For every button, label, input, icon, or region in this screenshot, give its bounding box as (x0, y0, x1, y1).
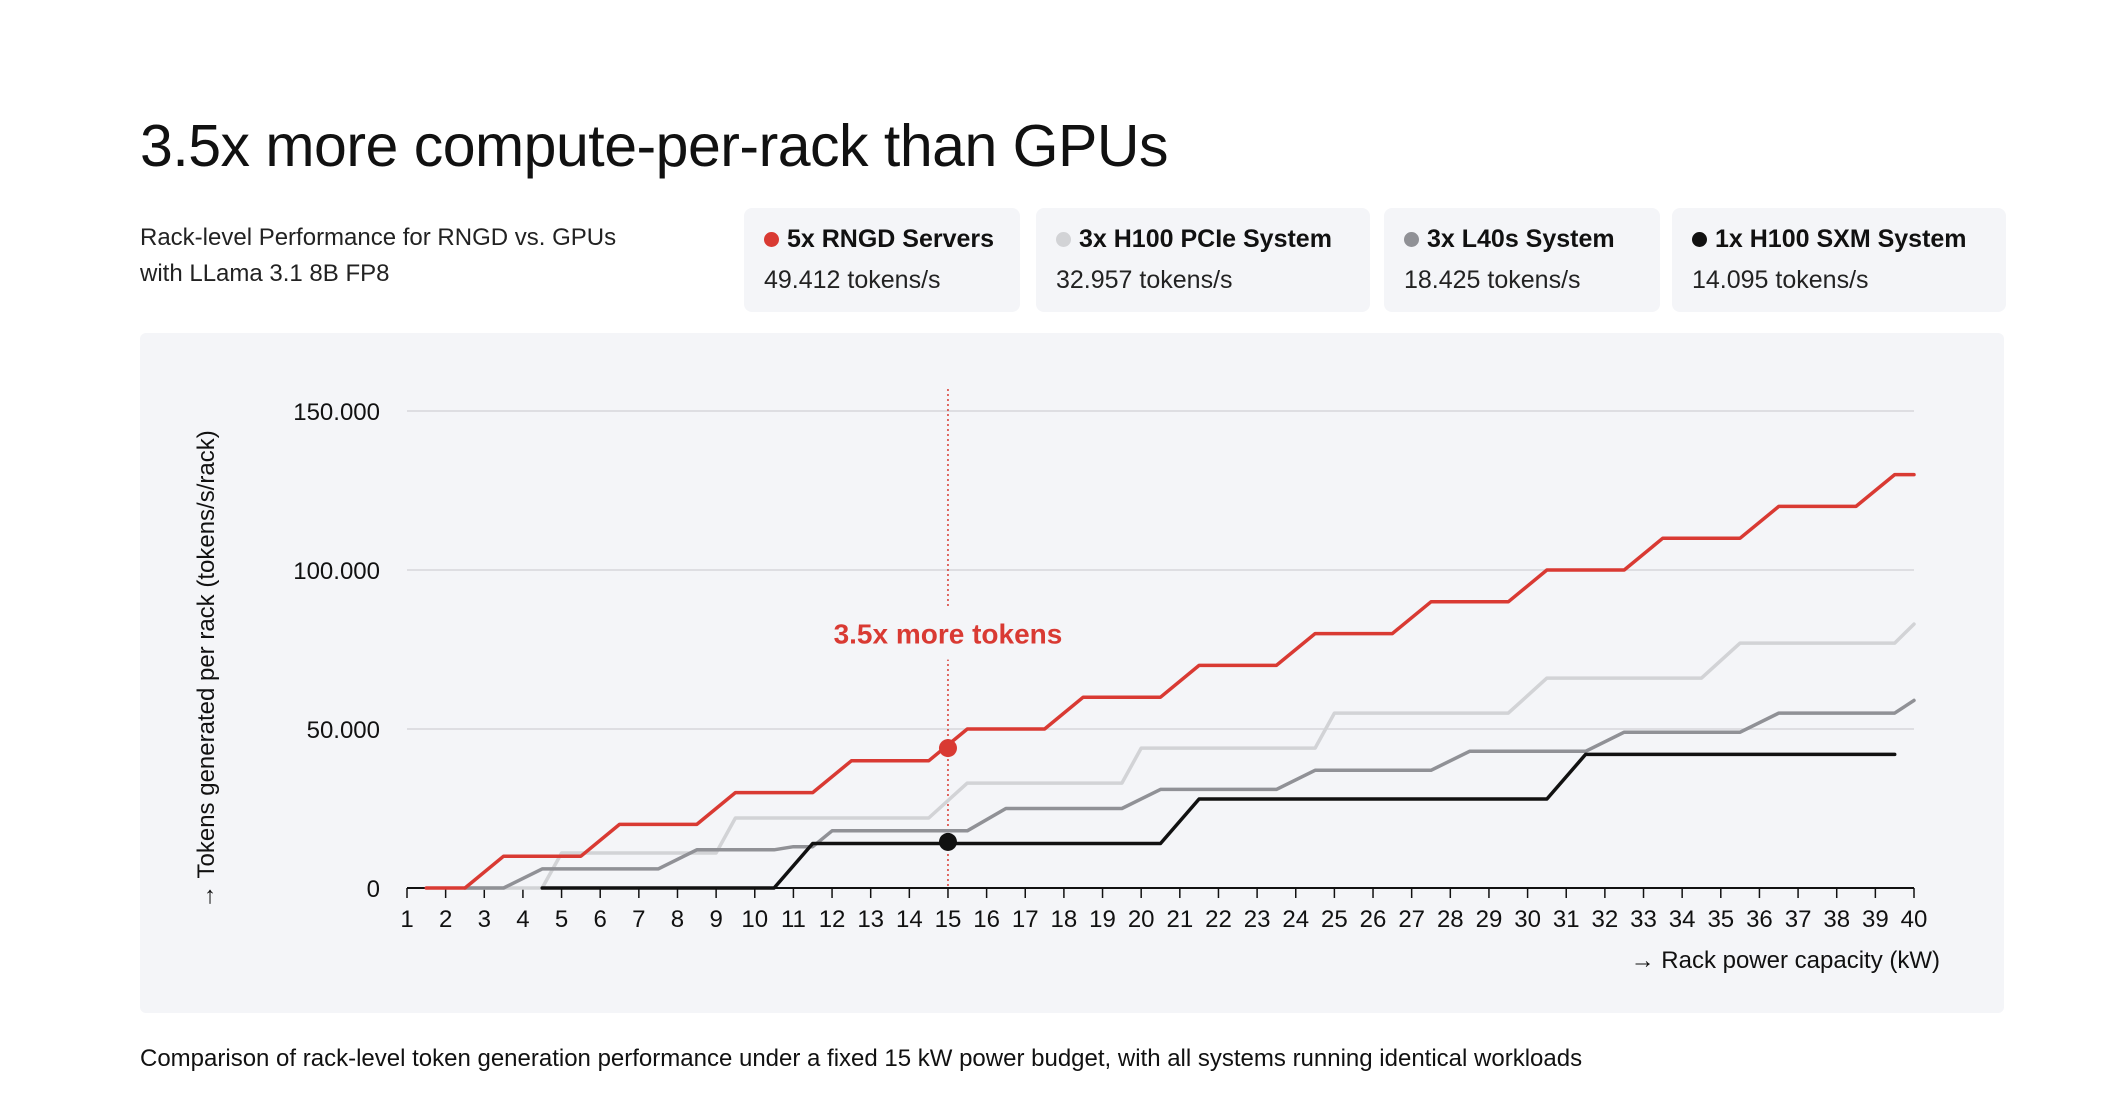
legend-value: 14.095 tokens/s (1692, 266, 1869, 294)
chart-panel: 0 50.000 100.000 150.000 1 2 3 4 5 6 7 8 9 10 11 12 13 1… (140, 333, 2004, 1013)
x-tick-label: 19 (1089, 906, 1116, 933)
x-tick-label: 34 (1669, 906, 1696, 933)
x-tick-label: 16 (973, 906, 1000, 933)
x-tick-label: 32 (1592, 906, 1619, 933)
legend-name: 1x H100 SXM System (1715, 225, 1967, 253)
x-tick-label: 27 (1398, 906, 1425, 933)
gridlines (407, 410, 1914, 730)
x-tick-label: 2 (439, 906, 452, 933)
legend-card-l40s: 3x L40s System 18.425 tokens/s (1384, 208, 1660, 312)
legend-dot-icon (1404, 232, 1419, 247)
legend-dot-icon (764, 232, 779, 247)
x-tick-label: 6 (594, 906, 607, 933)
legend-value: 32.957 tokens/s (1056, 266, 1233, 294)
x-tick-label: 25 (1321, 906, 1348, 933)
y-axis-ticks: 0 50.000 100.000 150.000 (293, 399, 380, 903)
x-tick-label: 5 (555, 906, 568, 933)
x-tick-label: 13 (857, 906, 884, 933)
series-line-3x-l40s-system (463, 698, 1916, 890)
legend-value: 49.412 tokens/s (764, 266, 941, 294)
x-axis-label: → Rack power capacity (kW) (1631, 947, 1940, 974)
legend-value: 18.425 tokens/s (1404, 266, 1581, 294)
series-markers (938, 739, 957, 851)
legend-card-rngd: 5x RNGD Servers 49.412 tokens/s (744, 208, 1020, 312)
x-tick-label: 7 (632, 906, 645, 933)
y-axis-label: → Tokens generated per rack (tokens/s/ra… (193, 430, 220, 908)
x-tick-label: 36 (1746, 906, 1773, 933)
chart-caption: Comparison of rack-level token generatio… (140, 1045, 1583, 1072)
x-tick-label: 21 (1166, 906, 1193, 933)
x-tick-label: 20 (1128, 906, 1155, 933)
annotation-background (822, 607, 1073, 660)
legend-name: 3x H100 PCIe System (1079, 225, 1332, 253)
y-tick-label: 0 (367, 876, 380, 903)
x-tick-label: 38 (1823, 906, 1850, 933)
chart-subtitle: Rack-level Performance for RNGD vs. GPUs… (140, 220, 616, 292)
x-tick-label: 24 (1282, 906, 1309, 933)
x-tick-label: 33 (1630, 906, 1657, 933)
x-tick-label: 22 (1205, 906, 1232, 933)
y-tick-label: 150.000 (293, 399, 380, 426)
y-tick-label: 50.000 (307, 717, 380, 744)
x-tick-label: 28 (1437, 906, 1464, 933)
legend-card-h100-pcie: 3x H100 PCIe System 32.957 tokens/s (1036, 208, 1370, 312)
x-tick-label: 31 (1553, 906, 1580, 933)
x-tick-label: 23 (1244, 906, 1271, 933)
x-tick-label: 12 (819, 906, 846, 933)
x-tick-label: 15 (935, 906, 962, 933)
legend-dot-icon (1056, 232, 1071, 247)
legend-dot-icon (1692, 232, 1707, 247)
marker-1x-h100-sxm-system (938, 832, 957, 851)
legend-name: 5x RNGD Servers (787, 225, 995, 253)
subtitle-line-1: Rack-level Performance for RNGD vs. GPUs (140, 224, 617, 251)
x-tick-label: 8 (671, 906, 684, 933)
x-tick-label: 1 (400, 906, 413, 933)
x-tick-label: 40 (1901, 906, 1928, 933)
x-tick-label: 4 (516, 906, 529, 933)
x-tick-label: 10 (741, 906, 768, 933)
x-tick-label: 11 (781, 906, 806, 933)
legend-name: 3x L40s System (1427, 225, 1615, 253)
x-tick-label: 14 (896, 906, 923, 933)
x-tick-label: 26 (1360, 906, 1387, 933)
series-lines (424, 472, 1916, 890)
series-line-1x-h100-sxm-system (540, 752, 1897, 890)
x-axis: 1 2 3 4 5 6 7 8 9 10 11 12 13 14 15 16 17 18 19 20 21 22 23 24 2… (400, 887, 1928, 933)
x-tick-label: 9 (709, 906, 722, 933)
x-tick-label: 35 (1707, 906, 1734, 933)
series-line-5x-rngd-servers (424, 472, 1916, 890)
legend-card-h100-sxm: 1x H100 SXM System 14.095 tokens/s (1672, 208, 2006, 312)
x-tick-label: 17 (1012, 906, 1039, 933)
x-tick-label: 30 (1514, 906, 1541, 933)
y-tick-label: 100.000 (293, 558, 380, 585)
x-tick-label: 39 (1862, 906, 1889, 933)
x-tick-label: 18 (1051, 906, 1078, 933)
marker-5x-rngd-servers (938, 739, 957, 758)
annotation-label: 3.5x more tokens (834, 619, 1063, 650)
x-tick-label: 37 (1785, 906, 1812, 933)
x-tick-label: 3 (478, 906, 491, 933)
subtitle-line-2: with LLama 3.1 8B FP8 (140, 260, 390, 287)
page-title: 3.5x more compute-per-rack than GPUs (140, 113, 1169, 179)
series-line-3x-h100-pcie-system (463, 622, 1916, 890)
x-tick-label: 29 (1476, 906, 1503, 933)
